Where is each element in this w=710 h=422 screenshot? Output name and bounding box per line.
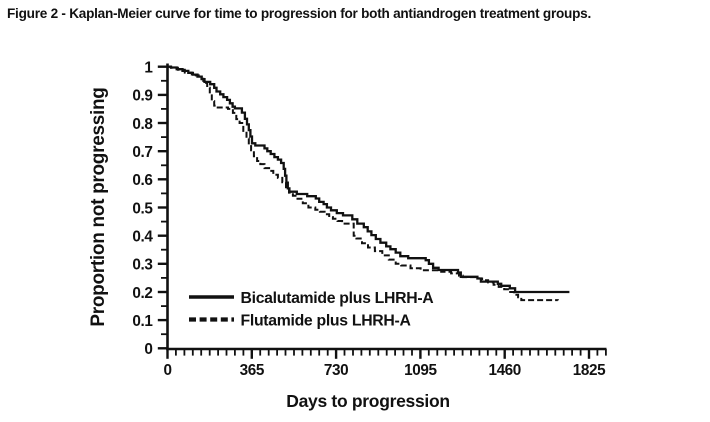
y-tick-label: 0.7 bbox=[132, 144, 152, 161]
figure-title: Figure 2 - Kaplan-Meier curve for time t… bbox=[7, 6, 592, 21]
y-tick-label: 0 bbox=[144, 341, 152, 358]
x-tick-label: 1825 bbox=[573, 362, 606, 379]
y-tick-label: 0.1 bbox=[132, 313, 153, 330]
x-tick-label: 0 bbox=[163, 362, 171, 379]
y-tick-label: 0.3 bbox=[132, 257, 152, 274]
y-tick-label: 0.8 bbox=[132, 116, 153, 133]
x-tick-label: 365 bbox=[240, 362, 265, 379]
bicalutamide-curve bbox=[167, 65, 570, 294]
x-axis-title: Days to progression bbox=[286, 391, 450, 411]
flutamide-curve bbox=[167, 65, 559, 302]
axes: 0 0.1 0.2 0.3 0.4 0.5 0.6 0.7 0.8 0.9 1 0 365 730 1095… bbox=[132, 60, 607, 379]
y-tick-label: 0.6 bbox=[132, 172, 152, 189]
x-tick-label: 730 bbox=[324, 362, 348, 379]
y-tick-label: 0.9 bbox=[132, 88, 152, 105]
legend: Bicalutamide plus LHRH-A Flutamide plus L… bbox=[189, 290, 434, 330]
x-tick-label: 1460 bbox=[488, 362, 520, 379]
y-tick-label: 0.5 bbox=[132, 200, 153, 217]
y-tick-label: 1 bbox=[144, 60, 153, 77]
legend-label-flutamide: Flutamide plus LHRH-A bbox=[241, 313, 411, 330]
x-tick-label: 1095 bbox=[404, 362, 437, 379]
y-axis-title: Proportion not progressing bbox=[88, 87, 109, 326]
y-tick-label: 0.4 bbox=[132, 229, 153, 246]
legend-label-bicalutamide: Bicalutamide plus LHRH-A bbox=[241, 290, 434, 307]
y-tick-label: 0.2 bbox=[132, 285, 152, 302]
curves bbox=[167, 65, 570, 302]
